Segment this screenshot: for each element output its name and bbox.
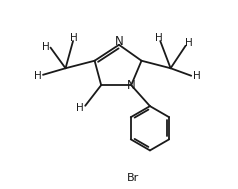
Text: H: H: [185, 39, 193, 48]
Text: H: H: [193, 71, 201, 81]
Text: H: H: [76, 103, 84, 113]
Text: H: H: [34, 70, 42, 81]
Text: N: N: [115, 35, 123, 48]
Text: N: N: [127, 79, 136, 92]
Text: H: H: [70, 33, 78, 43]
Text: H: H: [155, 33, 163, 43]
Text: H: H: [42, 42, 50, 52]
Text: Br: Br: [127, 173, 139, 183]
